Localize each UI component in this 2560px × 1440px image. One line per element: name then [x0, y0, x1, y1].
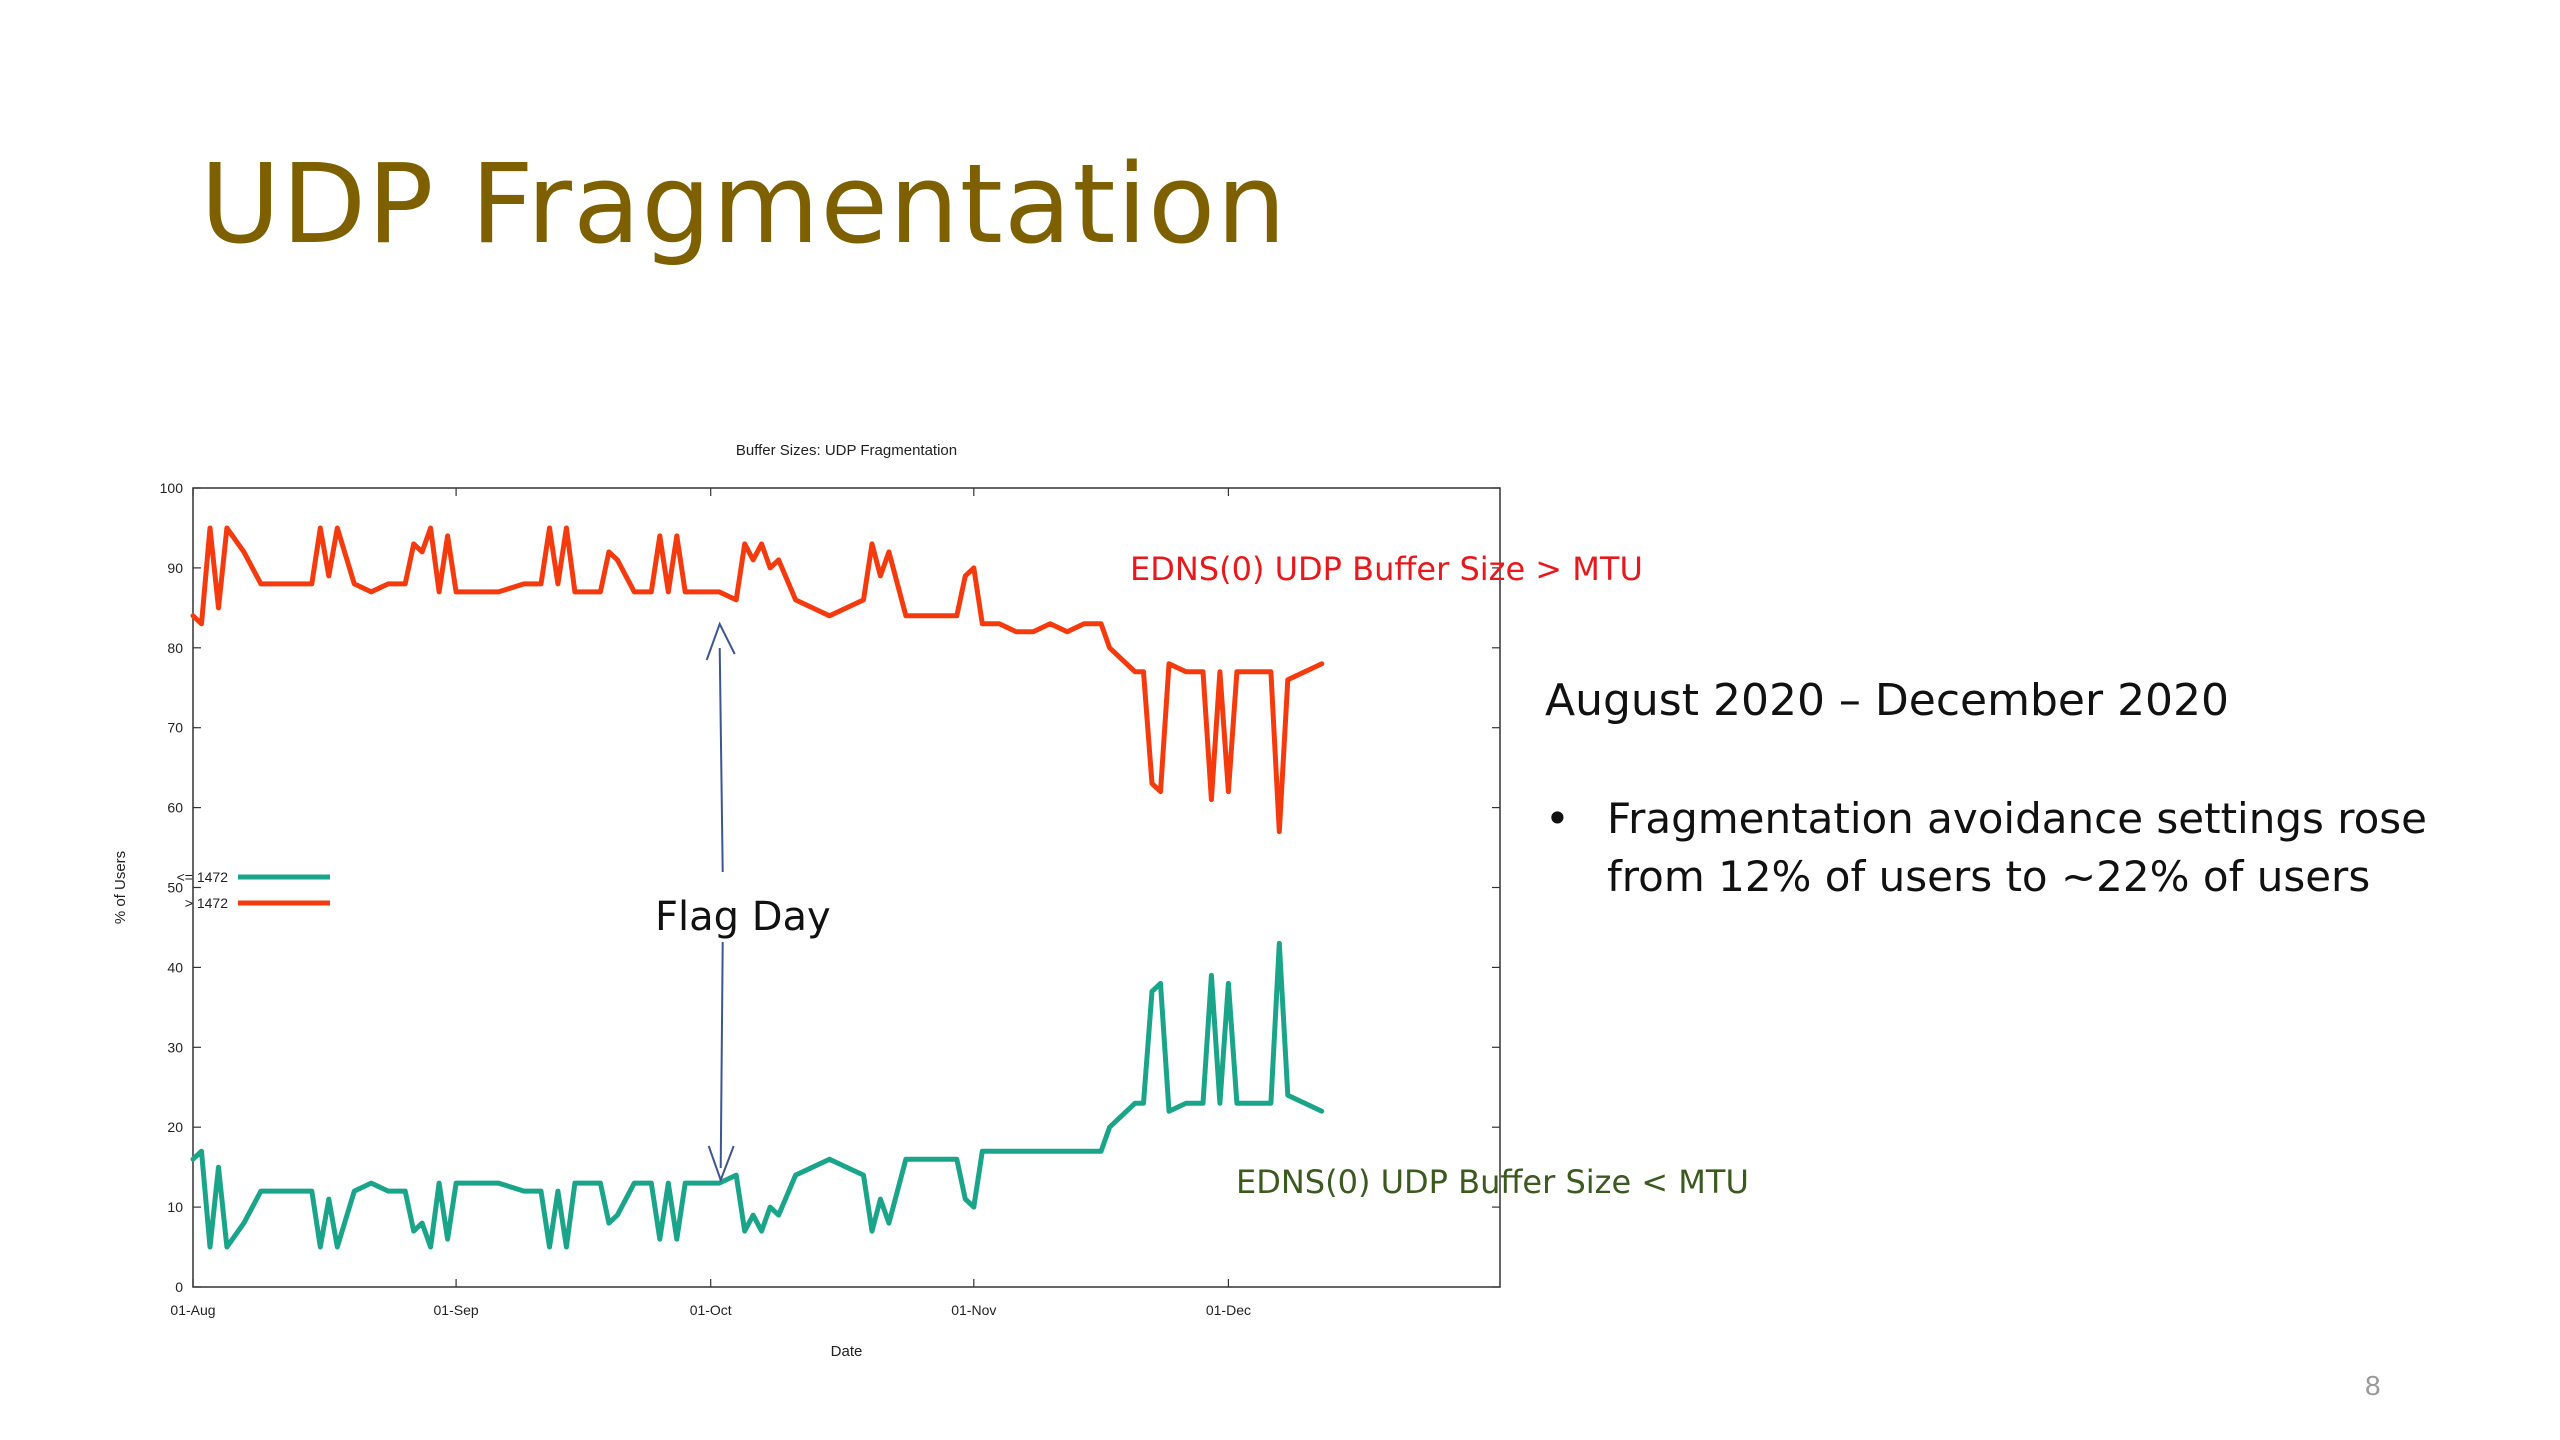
y-tick-label: 90 — [167, 560, 183, 576]
y-tick-label: 40 — [167, 959, 183, 975]
arrowhead-up — [705, 621, 736, 661]
flag-day-arrow-down — [719, 941, 724, 1169]
y-tick-label: 0 — [175, 1279, 183, 1295]
y-tick-label: 70 — [167, 720, 183, 736]
legend-label: > 1472 — [185, 895, 228, 911]
bullet-list: Fragmentation avoidance settings rose fr… — [1545, 790, 2505, 906]
y-tick-label: 10 — [167, 1199, 183, 1215]
y-tick-label: 100 — [160, 480, 184, 496]
y-tick-label: 50 — [167, 880, 183, 896]
chart-title: Buffer Sizes: UDP Fragmentation — [736, 442, 957, 459]
y-tick-label: 60 — [167, 800, 183, 816]
series-line-low — [190, 940, 1325, 1250]
date-range-heading: August 2020 – December 2020 — [1545, 675, 2230, 726]
x-tick-label: 01-Dec — [1206, 1302, 1251, 1318]
x-tick-label: 01-Sep — [434, 1302, 479, 1318]
x-tick-label: 01-Oct — [690, 1302, 732, 1318]
y-tick-label: 80 — [167, 640, 183, 656]
y-tick-label: 30 — [167, 1039, 183, 1055]
slide-title: UDP Fragmentation — [200, 140, 1288, 268]
bullet-item: Fragmentation avoidance settings rose fr… — [1545, 790, 2505, 906]
y-tick-label: 20 — [167, 1119, 183, 1135]
arrowhead-down — [707, 1145, 735, 1183]
y-axis-label: % of Users — [112, 851, 129, 924]
slide-number: 8 — [2365, 1370, 2381, 1401]
legend-label: <= 1472 — [177, 869, 229, 885]
lower-series-note: EDNS(0) UDP Buffer Size < MTU — [1236, 1163, 1749, 1201]
x-axis-label: Date — [831, 1343, 863, 1360]
flag-day-label: Flag Day — [655, 894, 831, 940]
upper-series-note: EDNS(0) UDP Buffer Size > MTU — [1130, 550, 1643, 588]
x-tick-label: 01-Nov — [951, 1302, 996, 1318]
flag-day-arrow-up — [718, 647, 724, 873]
series-line-high — [190, 525, 1325, 835]
x-tick-label: 01-Aug — [170, 1302, 215, 1318]
